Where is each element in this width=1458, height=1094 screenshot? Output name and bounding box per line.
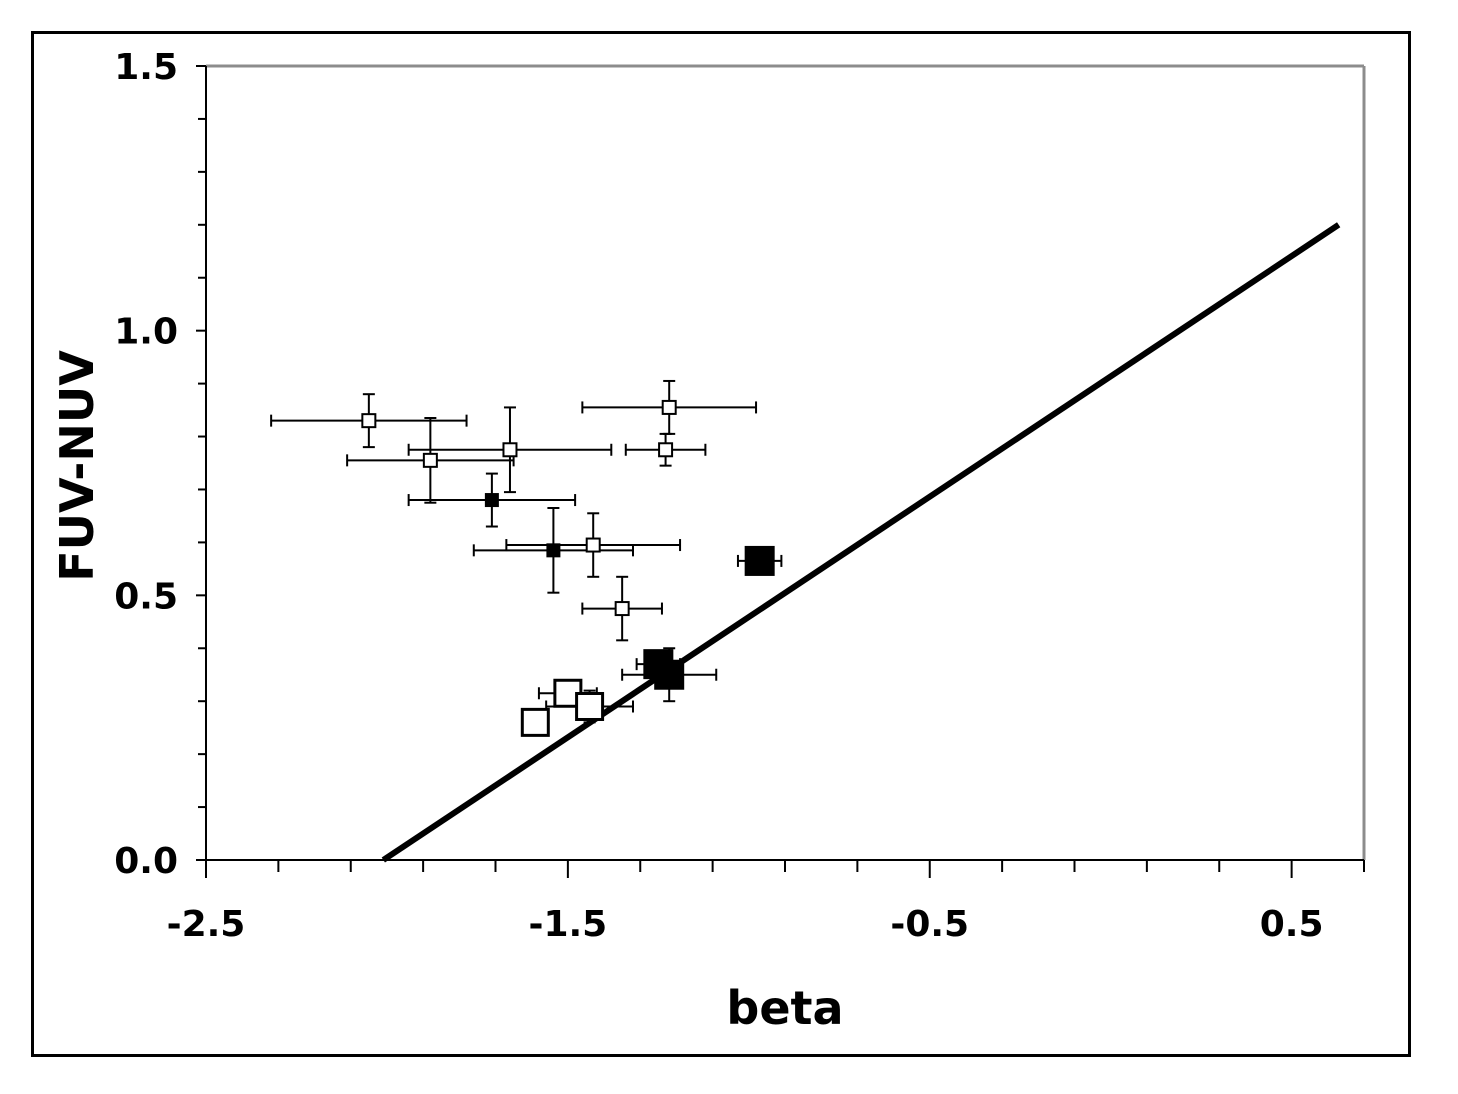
data-point-open-square-large: [575, 691, 605, 721]
axes: [205, 66, 1364, 861]
data-point-open-square-small: [658, 442, 674, 458]
x-tick-label: -0.5: [890, 904, 969, 945]
plot-area-border: [206, 64, 1366, 860]
data-point-open-square-small: [422, 452, 438, 468]
data-point-filled-square-large: [744, 545, 775, 576]
data-point-open-square-small: [614, 601, 630, 617]
y-tick-label: 1.0: [114, 312, 178, 353]
x-tick-label: 0.5: [1260, 904, 1324, 945]
data-markers-group: [361, 399, 775, 737]
error-bars-group: [270, 379, 783, 734]
y-tick-label: 1.5: [114, 47, 178, 88]
data-point-filled-square-large: [654, 659, 685, 690]
data-point-open-square-small: [585, 537, 601, 553]
x-tick-label: -2.5: [167, 904, 246, 945]
y-axis-title: FUV-NUV: [50, 350, 104, 582]
x-axis-title: beta: [726, 981, 843, 1035]
axis-ticks: [196, 65, 1365, 878]
data-point-filled-square-small: [484, 493, 499, 508]
y-tick-label: 0.0: [114, 841, 178, 882]
data-point-filled-square-small: [546, 543, 561, 558]
data-point-open-square-small: [502, 442, 518, 458]
figure-frame: [31, 31, 1411, 1057]
trend-line-group: [381, 222, 1341, 863]
axis-tick-labels: -2.5 -1.5 -0.5 0.5 0.0 0.5 1.0 1.5: [114, 47, 1323, 945]
trend-line: [381, 222, 1341, 863]
data-point-open-square-small: [661, 399, 677, 415]
x-tick-label: -1.5: [529, 904, 608, 945]
y-tick-label: 0.5: [114, 576, 178, 617]
data-point-open-square-small: [361, 413, 377, 429]
data-point-open-square-large: [520, 707, 550, 737]
